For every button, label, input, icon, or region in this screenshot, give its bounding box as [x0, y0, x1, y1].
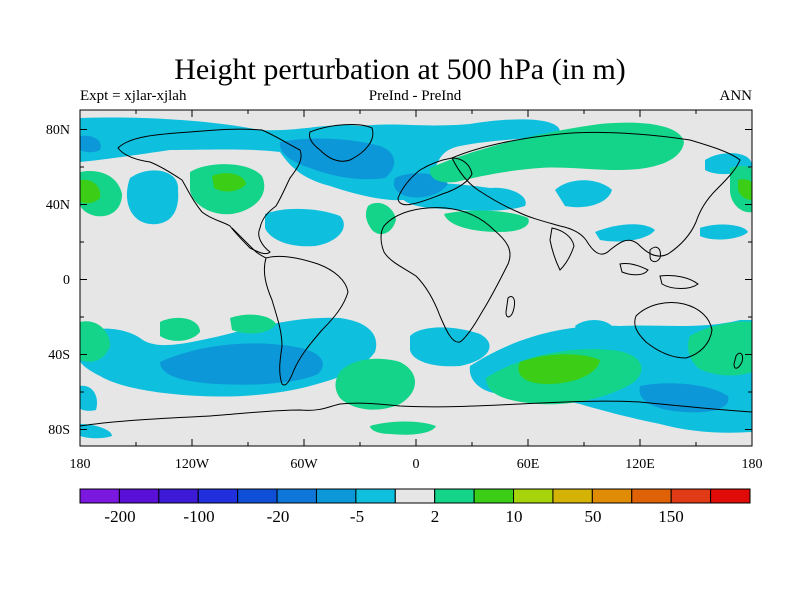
colorbar-box — [158, 488, 199, 504]
lat-tick-label: 40N — [46, 198, 70, 213]
axis-ticks — [79, 110, 753, 446]
colorbar-box — [552, 488, 593, 504]
colorbar-box — [276, 488, 317, 504]
colorbar-box — [434, 488, 475, 504]
lon-tick-label: 60W — [290, 457, 318, 472]
colorbar-label: 2 — [431, 507, 440, 526]
coastlines — [80, 124, 752, 427]
lat-tick-label: 80N — [46, 123, 70, 138]
contour-fill-layer — [80, 117, 752, 439]
center-subtitle: PreInd - PreInd — [368, 88, 462, 104]
map-title: Height perturbation at 500 hPa (in m) — [174, 53, 626, 86]
lon-tick-label: 0 — [413, 457, 420, 472]
season-label: ANN — [719, 88, 753, 104]
colorbar-box — [670, 488, 712, 504]
lon-tick-label: 180 — [742, 457, 763, 472]
lon-tick-label: 60E — [517, 457, 540, 472]
colorbar-box — [118, 488, 160, 504]
lat-tick-label: 0 — [63, 273, 70, 288]
colorbar-label: -200 — [104, 507, 135, 526]
colorbar-box — [79, 488, 120, 504]
lat-tick-label: 80S — [48, 423, 70, 438]
latitude-labels: 80N 40N 0 40S 80S — [46, 123, 70, 438]
lon-tick-label: 120E — [625, 457, 655, 472]
colorbar-label: 10 — [506, 507, 523, 526]
colorbar-label: -20 — [267, 507, 290, 526]
colorbar — [79, 488, 751, 504]
colorbar-box — [315, 488, 357, 504]
lon-tick-label: 180 — [70, 457, 91, 472]
colorbar-box — [710, 488, 751, 504]
experiment-label: Expt = xjlar-xjlah — [80, 88, 187, 104]
colorbar-label: -100 — [183, 507, 214, 526]
colorbar-box — [237, 488, 278, 504]
colorbar-labels: -200 -100 -20 -5 2 10 50 150 — [104, 507, 683, 526]
colorbar-box — [355, 488, 396, 504]
longitude-labels: 180 120W 60W 0 60E 120E 180 — [70, 457, 763, 472]
colorbar-box — [591, 488, 633, 504]
colorbar-label: -5 — [350, 507, 364, 526]
colorbar-box — [473, 488, 515, 504]
colorbar-box — [631, 488, 672, 504]
colorbar-box — [394, 488, 436, 504]
colorbar-box — [197, 488, 239, 504]
lat-tick-label: 40S — [48, 348, 70, 363]
colorbar-label: 150 — [658, 507, 684, 526]
colorbar-box — [513, 488, 554, 504]
lon-tick-label: 120W — [175, 457, 210, 472]
colorbar-label: 50 — [585, 507, 602, 526]
